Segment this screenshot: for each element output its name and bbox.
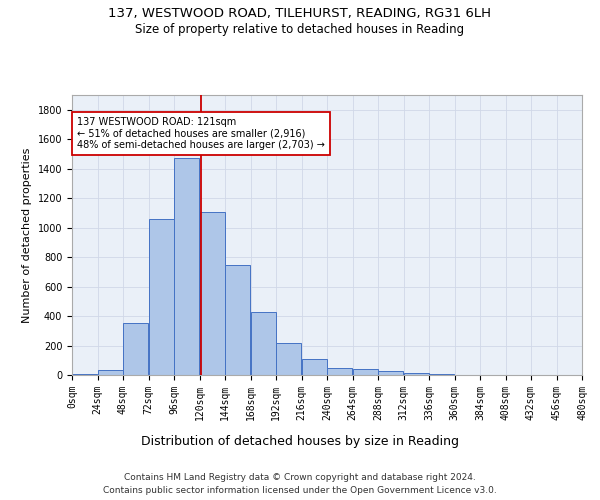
Y-axis label: Number of detached properties: Number of detached properties	[22, 148, 32, 322]
Bar	[98, 370, 123, 375]
Bar	[276, 342, 301, 375]
Bar	[123, 324, 148, 375]
Bar	[429, 374, 454, 375]
Bar	[174, 158, 199, 375]
Bar	[200, 212, 225, 375]
Bar	[353, 369, 378, 375]
Bar	[72, 374, 97, 375]
Text: Contains public sector information licensed under the Open Government Licence v3: Contains public sector information licen…	[103, 486, 497, 495]
Text: 137 WESTWOOD ROAD: 121sqm
← 51% of detached houses are smaller (2,916)
48% of se: 137 WESTWOOD ROAD: 121sqm ← 51% of detac…	[77, 117, 325, 150]
Bar	[404, 373, 429, 375]
Bar	[378, 372, 403, 375]
Text: 137, WESTWOOD ROAD, TILEHURST, READING, RG31 6LH: 137, WESTWOOD ROAD, TILEHURST, READING, …	[109, 8, 491, 20]
Bar	[302, 359, 327, 375]
Text: Contains HM Land Registry data © Crown copyright and database right 2024.: Contains HM Land Registry data © Crown c…	[124, 472, 476, 482]
Bar	[251, 312, 276, 375]
Bar	[149, 219, 174, 375]
Text: Distribution of detached houses by size in Reading: Distribution of detached houses by size …	[141, 435, 459, 448]
Text: Size of property relative to detached houses in Reading: Size of property relative to detached ho…	[136, 22, 464, 36]
Bar	[327, 368, 352, 375]
Bar	[225, 265, 250, 375]
